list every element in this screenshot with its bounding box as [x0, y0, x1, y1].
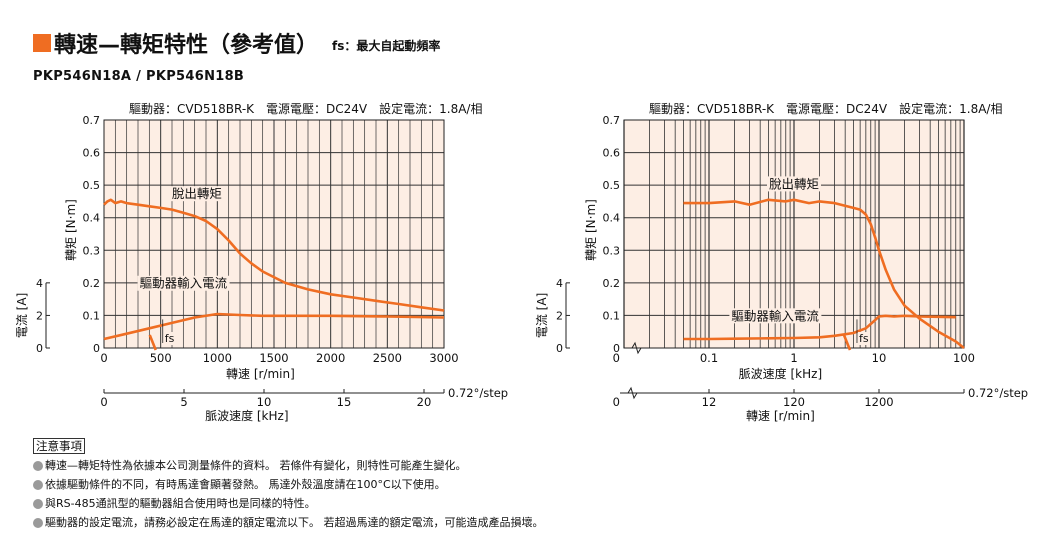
axis-break-icon	[624, 341, 647, 355]
note-item: 與RS-485通訊型的驅動器組合使用時也是同樣的特性。	[33, 494, 544, 513]
x-tick-label: 2500	[373, 351, 402, 365]
input-current-line	[103, 312, 445, 341]
y-tick-label: 0.4	[83, 212, 101, 225]
current-tick-label: 0	[556, 342, 563, 355]
current-tick-label: 4	[36, 277, 43, 290]
current-axis-label: 電流 [A]	[15, 293, 29, 338]
series-label-bg	[766, 176, 822, 192]
fs-label: fs	[859, 332, 869, 345]
y-tick-label: 0.2	[83, 277, 101, 290]
note-text: 與RS-485通訊型的驅動器組合使用時也是同樣的特性。	[45, 497, 316, 510]
note-text: 驅動器的設定電流，請務必設定在馬達的額定電流以下。 若超過馬達的額定電流，可能造…	[45, 516, 544, 529]
x-tick-label: 100	[953, 351, 975, 365]
notes-section: 注意事項 轉速—轉矩特性為依據本公司測量條件的資料。 若條件有變化，則特性可能產…	[33, 437, 544, 532]
charts-canvas: 驅動器：CVD518BR-K 電源電壓：DC24V 設定電流：1.8A/相 0 0.…	[15, 101, 1028, 423]
current-tick-label: 4	[556, 277, 563, 290]
series-label-bg	[169, 186, 224, 202]
current-axis-label: 電流 [A]	[535, 293, 549, 338]
secondary-tick-label: 0	[100, 395, 107, 409]
secondary-tick-label: 10	[257, 395, 272, 409]
series-label-bg	[729, 308, 822, 324]
series-label: 驅動器輸入電流	[140, 276, 228, 291]
secondary-tick-label: 15	[337, 395, 352, 409]
y-axis-label: 轉矩 [N·m]	[64, 199, 78, 261]
x-tick-label: 1500	[259, 351, 288, 365]
fs-marker	[842, 334, 852, 351]
x-tick-label: 0.1	[700, 351, 718, 365]
fs-label-bg	[857, 332, 870, 345]
input-current-line	[683, 314, 956, 341]
pullout-torque-line	[103, 198, 445, 312]
chart-header: 驅動器：CVD518BR-K 電源電壓：DC24V 設定電流：1.8A/相	[129, 101, 482, 116]
x-tick-label: 2000	[316, 351, 345, 365]
y-tick-label: 0.5	[83, 179, 101, 192]
page-subtitle: fs：最大自起動頻率	[332, 39, 441, 53]
secondary-axis-label: 轉速 [r/min]	[746, 409, 815, 423]
title-row: 轉速—轉矩特性（參考值） fs：最大自起動頻率	[33, 30, 441, 58]
secondary-axis-label: 脈波速度 [kHz]	[205, 408, 288, 423]
y-tick-label: 0	[613, 342, 620, 355]
y-tick-label: 0.3	[603, 244, 621, 257]
chart-header: 驅動器：CVD518BR-K 電源電壓：DC24V 設定電流：1.8A/相	[649, 101, 1002, 116]
x-axis-label: 脈波速度 [kHz]	[739, 366, 822, 381]
x-tick-label: 500	[150, 351, 172, 365]
current-tick-label: 0	[36, 342, 43, 355]
secondary-tick-label: 12	[702, 395, 717, 409]
x-tick-label: 1000	[203, 351, 232, 365]
y-tick-label: 0	[93, 342, 100, 355]
axis-break-icon	[620, 386, 638, 400]
y-tick-label: 0.6	[83, 147, 101, 160]
secondary-tick-label: 1200	[864, 395, 893, 409]
y-tick-label: 0.5	[603, 179, 621, 192]
plot-frame	[623, 119, 965, 349]
model-number: PKP546N18A / PKP546N18B	[33, 69, 245, 84]
series-label-bg	[137, 275, 230, 291]
secondary-tick-label: 20	[417, 395, 432, 409]
plot-frame	[103, 119, 445, 349]
current-tick-label: 2	[556, 309, 563, 322]
fs-marker	[148, 334, 157, 351]
note-text: 依據驅動條件的不同，有時馬達會顯著發熱。 馬達外殼溫度請在100°C以下使用。	[45, 478, 446, 491]
bullet-icon	[33, 498, 43, 509]
note-text: 轉速—轉矩特性為依據本公司測量條件的資料。 若條件有變化，則特性可能產生變化。	[45, 459, 467, 472]
secondary-tick-label: 0.72°/step	[448, 386, 508, 400]
fs-label: fs	[165, 332, 175, 345]
bullet-icon	[33, 479, 43, 490]
fs-label-bg	[163, 332, 176, 345]
series-label: 驅動器輸入電流	[731, 308, 819, 323]
x-tick-label: 3000	[429, 351, 458, 365]
title-square-icon	[33, 34, 51, 52]
y-tick-label: 0.2	[603, 277, 621, 290]
bullet-icon	[33, 517, 43, 528]
y-tick-label: 0.6	[603, 147, 621, 160]
y-tick-label: 0.1	[83, 309, 101, 322]
x-tick-label: 10	[872, 351, 887, 365]
y-tick-label: 0.7	[603, 114, 621, 127]
bullet-icon	[33, 460, 43, 471]
y-tick-label: 0.7	[83, 114, 101, 127]
secondary-tick-label: 120	[783, 395, 805, 409]
y-tick-label: 0.4	[603, 212, 621, 225]
y-tick-label: 0.3	[83, 244, 101, 257]
series-label: 脫出轉矩	[172, 186, 222, 201]
x-tick-label: 0	[100, 351, 107, 365]
page-title: 轉速—轉矩特性（參考值）	[54, 33, 319, 58]
notes-heading: 注意事項	[33, 438, 85, 454]
x-tick-label: 1	[790, 351, 797, 365]
secondary-tick-label: 0.72°/step	[968, 386, 1028, 400]
series-label: 脫出轉矩	[769, 176, 819, 191]
x-tick-label: 0	[613, 351, 620, 365]
note-item: 驅動器的設定電流，請務必設定在馬達的額定電流以下。 若超過馬達的額定電流，可能造…	[33, 513, 544, 532]
x-axis-label: 轉速 [r/min]	[226, 367, 295, 381]
secondary-tick-label: 5	[180, 395, 187, 409]
note-item: 依據驅動條件的不同，有時馬達會顯著發熱。 馬達外殼溫度請在100°C以下使用。	[33, 475, 544, 494]
note-item: 轉速—轉矩特性為依據本公司測量條件的資料。 若條件有變化，則特性可能產生變化。	[33, 456, 544, 475]
secondary-tick-label: 0	[613, 395, 620, 409]
y-axis-label: 轉矩 [N·m]	[584, 199, 598, 261]
current-tick-label: 2	[36, 309, 43, 322]
pullout-torque-line	[683, 198, 965, 350]
y-tick-label: 0.1	[603, 309, 621, 322]
